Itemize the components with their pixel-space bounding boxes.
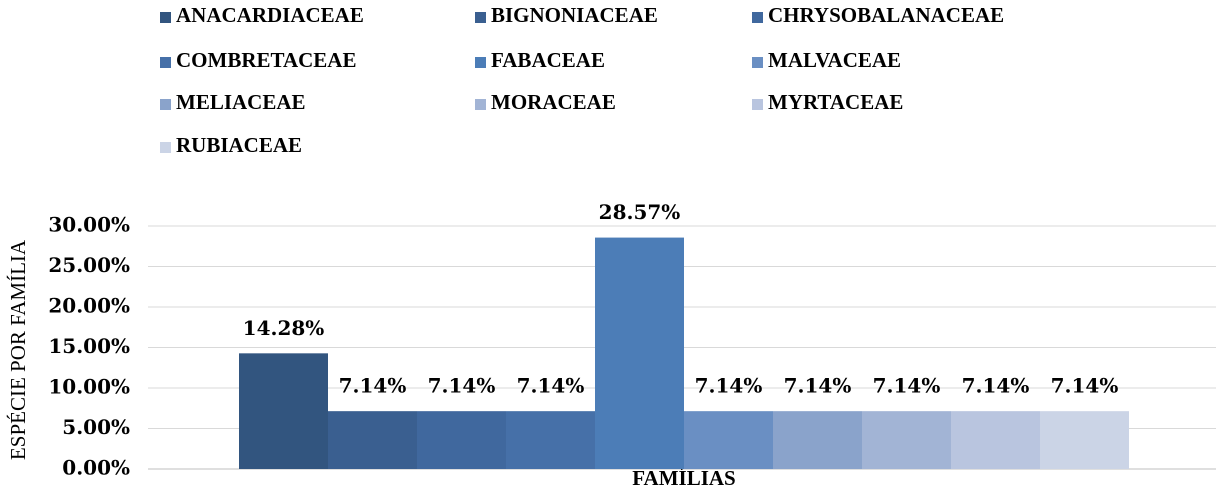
legend-swatch bbox=[160, 99, 171, 110]
data-label: 7.14% bbox=[873, 374, 941, 398]
data-label: 7.14% bbox=[784, 374, 852, 398]
data-label: 28.57% bbox=[599, 200, 681, 224]
legend-swatch bbox=[160, 142, 171, 153]
bar bbox=[773, 411, 862, 469]
y-tick-label: 15.00% bbox=[48, 334, 130, 358]
data-label: 7.14% bbox=[962, 374, 1030, 398]
y-tick-label: 20.00% bbox=[48, 294, 130, 318]
y-tick-label: 25.00% bbox=[48, 253, 130, 277]
y-axis-label: ESPÉCIE POR FAMÍLIA bbox=[6, 239, 30, 460]
legend-label: CHRYSOBALANACEAE bbox=[768, 3, 1004, 27]
bar bbox=[328, 411, 417, 469]
bar bbox=[417, 411, 506, 469]
data-label: 7.14% bbox=[339, 374, 407, 398]
data-label: 7.14% bbox=[1051, 374, 1119, 398]
legend-swatch bbox=[160, 12, 171, 23]
bar bbox=[862, 411, 951, 469]
bar bbox=[506, 411, 595, 469]
legend-label: MORACEAE bbox=[491, 90, 616, 114]
bar bbox=[684, 411, 773, 469]
data-label: 14.28% bbox=[243, 316, 325, 340]
legend-swatch bbox=[475, 57, 486, 68]
data-label: 7.14% bbox=[428, 374, 496, 398]
legend-swatch bbox=[752, 57, 763, 68]
legend-swatch bbox=[752, 99, 763, 110]
y-tick-label: 5.00% bbox=[62, 415, 130, 439]
legend-label: MYRTACEAE bbox=[768, 90, 903, 114]
legend-swatch bbox=[752, 12, 763, 23]
bar bbox=[595, 237, 684, 469]
legend-label: FABACEAE bbox=[491, 48, 605, 72]
bar bbox=[951, 411, 1040, 469]
legend-swatch bbox=[160, 57, 171, 68]
y-tick-label: 10.00% bbox=[48, 375, 130, 399]
legend-label: ANACARDIACEAE bbox=[176, 3, 364, 27]
bar bbox=[1040, 411, 1129, 469]
bar bbox=[239, 353, 328, 469]
legend-label: MELIACEAE bbox=[176, 90, 306, 114]
legend-swatch bbox=[475, 12, 486, 23]
data-label: 7.14% bbox=[695, 374, 763, 398]
data-label: 7.14% bbox=[517, 374, 585, 398]
legend-label: RUBIACEAE bbox=[176, 133, 302, 157]
y-tick-label: 30.00% bbox=[48, 213, 130, 237]
legend-label: COMBRETACEAE bbox=[176, 48, 356, 72]
x-tick-label: FAMÍLIAS bbox=[632, 466, 735, 490]
legend-label: MALVACEAE bbox=[768, 48, 901, 72]
y-tick-label: 0.00% bbox=[62, 456, 130, 480]
legend-swatch bbox=[475, 99, 486, 110]
legend-label: BIGNONIACEAE bbox=[491, 3, 658, 27]
